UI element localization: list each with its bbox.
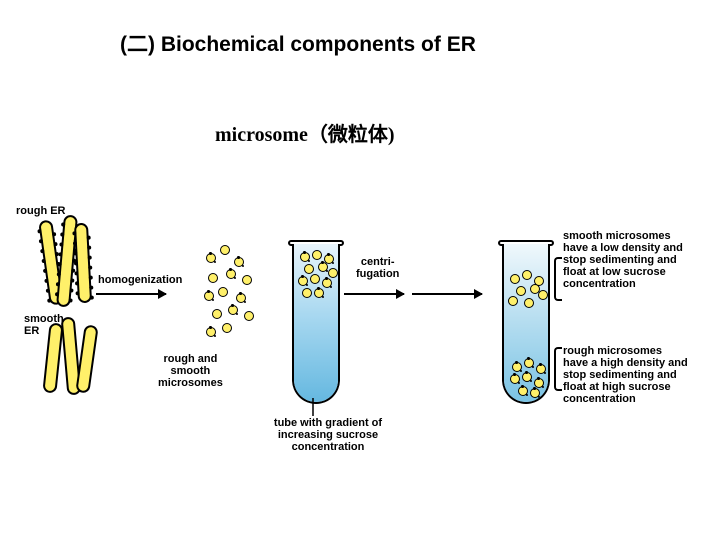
- rough-microsome: [204, 291, 214, 301]
- rough-microsome: [206, 253, 216, 263]
- pointer-line: [303, 400, 323, 420]
- smooth-microsome: [212, 309, 222, 319]
- bracket: [554, 347, 562, 391]
- rough-microsome: [322, 278, 332, 288]
- er-diagram: rough ER smoothER rough andsmoothmicroso…: [8, 195, 712, 465]
- page-title: (二) Biochemical components of ER: [120, 28, 476, 58]
- centrifugation-label: centri-fugation: [356, 257, 399, 280]
- rough-microsome: [318, 262, 328, 272]
- rough-microsome: [228, 305, 238, 315]
- bracket: [554, 257, 562, 301]
- smooth-microsome: [312, 250, 322, 260]
- smooth-microsome: [242, 275, 252, 285]
- smooth-microsome: [516, 286, 526, 296]
- tube-2-body: [502, 244, 550, 404]
- page-subtitle: microsome（微粒体): [215, 118, 395, 147]
- smooth-microsome: [538, 290, 548, 300]
- rough-microsome: [534, 378, 544, 388]
- smooth-microsome: [244, 311, 254, 321]
- smooth-microsome: [310, 274, 320, 284]
- rough-smooth-microsomes-label: rough andsmoothmicrosomes: [158, 353, 223, 389]
- rough-microsome: [522, 372, 532, 382]
- tube-gradient-label: tube with gradient ofincreasing sucrose …: [258, 417, 398, 453]
- smooth-microsome: [510, 274, 520, 284]
- rough-microsome: [206, 327, 216, 337]
- process-arrow: [344, 293, 404, 295]
- smooth-microsome: [218, 287, 228, 297]
- rough-microsome: [300, 252, 310, 262]
- homogenization-label: homogenization: [98, 275, 182, 287]
- smooth-microsome: [220, 245, 230, 255]
- rough-microsome: [314, 288, 324, 298]
- smooth-er-strand: [75, 324, 98, 393]
- rough-microsome: [512, 362, 522, 372]
- smooth-microsome-description: smooth microsomeshave a low density ands…: [563, 230, 713, 290]
- smooth-microsome: [222, 323, 232, 333]
- rough-microsome: [298, 276, 308, 286]
- rough-microsome: [524, 358, 534, 368]
- rough-microsome: [234, 257, 244, 267]
- smooth-microsome: [302, 288, 312, 298]
- rough-microsome: [530, 388, 540, 398]
- rough-microsome-description: rough microsomeshave a high density ands…: [563, 345, 713, 405]
- smooth-microsome: [328, 268, 338, 278]
- smooth-microsome: [208, 273, 218, 283]
- rough-microsome: [510, 374, 520, 384]
- rough-microsome: [536, 364, 546, 374]
- process-arrow: [96, 293, 166, 295]
- rough-microsome: [226, 269, 236, 279]
- smooth-microsome: [524, 298, 534, 308]
- rough-er-strand: [74, 223, 92, 304]
- smooth-microsome: [508, 296, 518, 306]
- rough-microsome: [236, 293, 246, 303]
- rough-microsome: [518, 386, 528, 396]
- tube-1-body: [292, 244, 340, 404]
- smooth-microsome: [522, 270, 532, 280]
- smooth-microsome: [304, 264, 314, 274]
- rough-er-label: rough ER: [16, 205, 66, 217]
- process-arrow: [412, 293, 482, 295]
